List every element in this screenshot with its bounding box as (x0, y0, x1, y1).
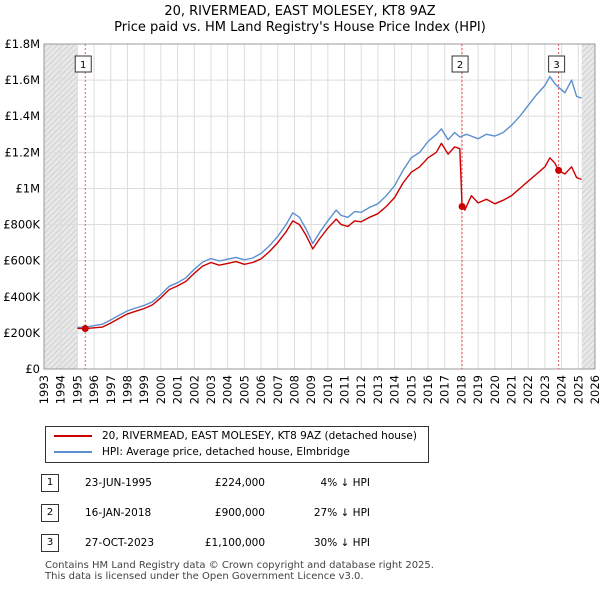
series-line-hpi (77, 75, 582, 329)
shaded-region-2 (581, 44, 595, 369)
sale-point-2 (458, 203, 466, 210)
sale-point-3 (555, 166, 563, 174)
x-tick-label: 2004 (221, 375, 235, 404)
table-row: 2 16-JAN-2018 £900,000 27% ↓ HPI (0, 504, 600, 522)
transaction-number: 1 (41, 474, 59, 492)
sale-label-box-2 (451, 55, 469, 73)
legend-item-hpi: HPI: Average price, detached house, Elmb… (54, 444, 350, 460)
plot-border (43, 43, 596, 370)
footer-licence: This data is licensed under the Open Gov… (45, 571, 364, 582)
chart-title: 20, RIVERMEAD, EAST MOLESEY, KT8 9AZ (164, 4, 436, 19)
table-row: 1 23-JUN-1995 £224,000 4% ↓ HPI (0, 474, 600, 492)
y-tick-label: £600K (3, 254, 40, 268)
y-tick-label: £1.8M (4, 37, 40, 51)
transaction-number: 2 (41, 504, 59, 522)
x-tick-label: 1993 (37, 375, 51, 404)
transaction-price: £224,000 (214, 477, 265, 489)
y-tick-label: £400K (3, 290, 40, 304)
chart-legend: 20, RIVERMEAD, EAST MOLESEY, KT8 9AZ (de… (45, 426, 429, 463)
transaction-price: £900,000 (214, 507, 265, 519)
price-chart: £0 £200K £400K £600K £800K £1M £1.2M £1.4M £1.6M… (3, 37, 600, 404)
transaction-date: 23-JUN-1995 (85, 477, 152, 489)
sale-label-box-3 (548, 55, 566, 73)
x-tick-label: 2014 (388, 375, 402, 404)
transaction-hpi: 4% ↓ HPI (320, 477, 370, 489)
legend-label-property: 20, RIVERMEAD, EAST MOLESEY, KT8 9AZ (de… (102, 430, 417, 442)
x-tick-label: 2019 (471, 375, 485, 404)
legend-item-property: 20, RIVERMEAD, EAST MOLESEY, KT8 9AZ (de… (54, 428, 417, 444)
x-tick-label: 2000 (154, 375, 168, 404)
y-tick-label: £1M (15, 181, 40, 195)
plot-background (44, 44, 595, 369)
x-tick-label: 2023 (538, 375, 552, 404)
transaction-date: 27-OCT-2023 (85, 537, 154, 549)
x-tick-label: 2024 (555, 375, 569, 404)
x-tick-label: 2010 (321, 375, 335, 404)
footer: Contains HM Land Registry data © Crown c… (45, 560, 434, 582)
transaction-hpi: 27% ↓ HPI (313, 507, 370, 519)
x-tick-label: 2012 (354, 375, 368, 404)
y-tick-label: £1.6M (4, 73, 40, 87)
sale-label-box-1 (74, 55, 92, 73)
y-tick-label: £1.2M (4, 145, 40, 159)
x-tick-label: 2021 (505, 375, 519, 404)
x-tick-label: 2009 (304, 375, 318, 404)
x-tick-label: 2025 (571, 375, 585, 404)
transaction-number: 3 (41, 534, 59, 552)
x-tick-label: 1997 (104, 375, 118, 404)
x-tick-label: 2003 (204, 375, 218, 404)
x-tick-label: 2005 (237, 375, 251, 404)
x-tick-label: 2022 (521, 375, 535, 404)
x-tick-label: 2001 (171, 375, 185, 404)
x-tick-label: 1994 (54, 375, 68, 404)
x-tick-label: 2002 (187, 375, 201, 404)
legend-swatch-red (54, 435, 92, 437)
x-tick-label: 2008 (287, 375, 301, 404)
x-tick-label: 2020 (488, 375, 502, 404)
sale-label-3: 3 (553, 60, 559, 71)
y-tick-label: £800K (3, 218, 40, 232)
sale-point-1 (81, 325, 89, 333)
x-tick-label: 2026 (588, 375, 600, 404)
transaction-price: £1,100,000 (204, 537, 265, 549)
chart-subtitle: Price paid vs. HM Land Registry's House … (114, 20, 486, 35)
transaction-hpi: 30% ↓ HPI (313, 537, 370, 549)
x-tick-label: 2007 (271, 375, 285, 404)
sale-label-2: 2 (457, 60, 463, 71)
legend-swatch-blue (54, 451, 92, 453)
footer-copyright: Contains HM Land Registry data © Crown c… (45, 560, 434, 571)
x-tick-label: 1995 (70, 375, 84, 404)
series-line-property (77, 142, 582, 330)
x-tick-label: 2016 (421, 375, 435, 404)
x-tick-label: 2013 (371, 375, 385, 404)
table-row: 3 27-OCT-2023 £1,100,000 30% ↓ HPI (0, 534, 600, 552)
y-tick-label: £1.4M (4, 109, 40, 123)
transaction-date: 16-JAN-2018 (85, 507, 152, 519)
x-tick-label: 2017 (438, 375, 452, 404)
legend-label-hpi: HPI: Average price, detached house, Elmb… (102, 446, 350, 458)
x-tick-label: 1999 (137, 375, 151, 404)
x-tick-label: 2011 (338, 375, 352, 404)
y-tick-label: £0 (25, 362, 40, 376)
x-tick-label: 2006 (254, 375, 268, 404)
x-tick-label: 2018 (454, 375, 468, 404)
y-tick-label: £200K (3, 326, 40, 340)
x-tick-label: 2015 (404, 375, 418, 404)
x-tick-label: 1998 (120, 375, 134, 404)
x-tick-label: 1996 (87, 375, 101, 404)
sale-label-1: 1 (80, 60, 86, 71)
